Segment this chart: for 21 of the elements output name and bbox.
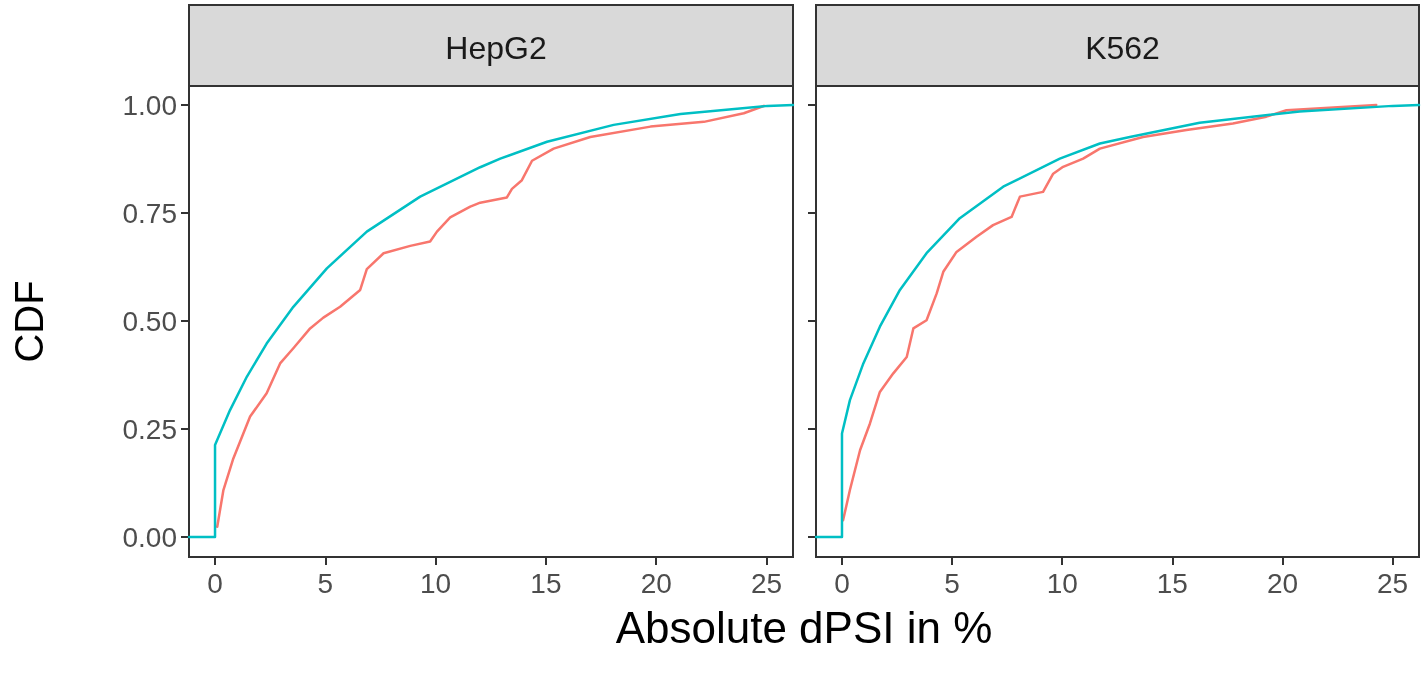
y-tick-label: 0.25: [122, 413, 177, 445]
x-tick-label: 15: [1156, 567, 1188, 599]
x-tick-label: 20: [1266, 567, 1299, 599]
y-tick-label: 0.00: [122, 521, 177, 553]
x-axis-title: Absolute dPSI in %: [614, 603, 994, 653]
x-tick-label: 25: [750, 567, 783, 599]
y-tick-label: 0.50: [122, 305, 177, 337]
x-tick-label: 25: [1376, 567, 1409, 599]
x-tick-label: 5: [317, 567, 334, 599]
x-tick-label: 5: [944, 567, 960, 599]
x-tick-label: 0: [834, 567, 850, 599]
x-tick-label: 15: [530, 567, 562, 599]
x-tick-label: 20: [640, 567, 672, 599]
y-tick-label: 1.00: [122, 89, 177, 121]
chart-title: K562: [1085, 30, 1160, 66]
chart-title: HepG2: [445, 30, 547, 66]
x-tick-label: 0: [207, 567, 223, 599]
x-tick-label: 10: [1046, 567, 1078, 599]
y-axis-title: CDF: [7, 280, 51, 363]
x-tick-label: 10: [420, 567, 452, 599]
y-tick-label: 0.75: [122, 197, 177, 229]
